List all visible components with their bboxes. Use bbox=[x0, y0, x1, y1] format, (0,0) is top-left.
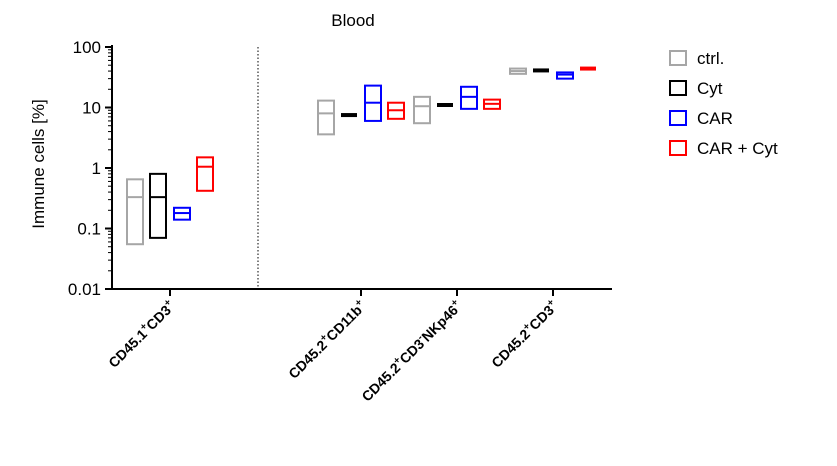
range-box bbox=[196, 156, 214, 192]
legend-label: Cyt bbox=[697, 79, 723, 98]
y-tick-label: 0.1 bbox=[77, 220, 101, 239]
legend-swatch bbox=[669, 80, 687, 96]
y-axis-label: Immune cells [%] bbox=[29, 99, 48, 228]
y-tick-label: 0.01 bbox=[68, 280, 101, 299]
data-boxes bbox=[126, 66, 596, 246]
chart-title: Blood bbox=[331, 11, 374, 30]
y-tick-label: 100 bbox=[73, 38, 101, 57]
x-tick-label: CD45.2+​CD3-​NKp46+​ bbox=[358, 297, 466, 405]
legend-swatch bbox=[669, 50, 687, 66]
x-tick-label: CD45.2+​CD11b+​ bbox=[284, 297, 369, 382]
range-box bbox=[126, 178, 144, 246]
legend-swatch bbox=[669, 110, 687, 126]
y-tick-label: 10 bbox=[82, 99, 101, 118]
range-box bbox=[317, 99, 335, 136]
legend-label: ctrl. bbox=[697, 49, 724, 68]
legend-swatch bbox=[669, 140, 687, 156]
x-tick-label: CD45.2+​CD3+​ bbox=[487, 297, 561, 371]
legend-label: CAR + Cyt bbox=[697, 139, 778, 158]
legend-label: CAR bbox=[697, 109, 733, 128]
legend: ctrl. Cyt CAR CAR + Cyt bbox=[669, 49, 778, 158]
y-tick-label: 1 bbox=[92, 159, 101, 178]
range-box bbox=[149, 172, 167, 239]
range-box bbox=[413, 95, 431, 125]
x-tick-label: CD45.1+​CD3+​ bbox=[104, 297, 178, 371]
